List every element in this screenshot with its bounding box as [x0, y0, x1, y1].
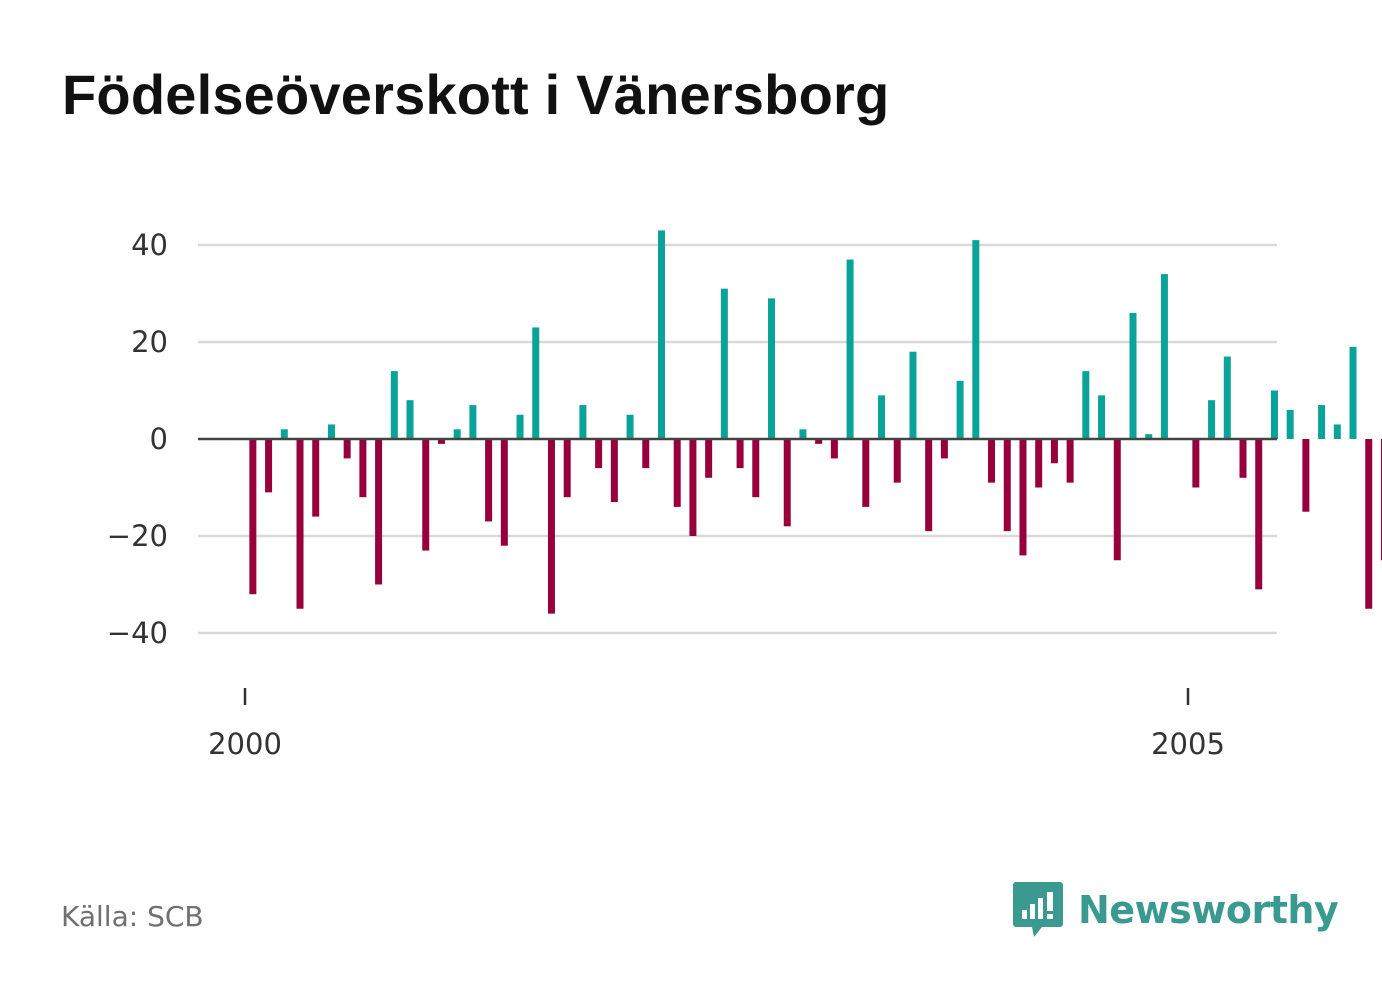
bar — [1333, 424, 1341, 439]
bar — [1208, 400, 1216, 439]
bar — [375, 439, 383, 585]
bar — [390, 371, 398, 439]
bar — [296, 439, 304, 609]
y-tick-label: 0 — [150, 422, 168, 456]
bar — [720, 288, 728, 439]
x-axis: 200020052010201520202025 — [208, 688, 1225, 761]
bar — [532, 327, 540, 439]
bar — [689, 439, 697, 536]
bar — [1318, 405, 1326, 439]
bar — [909, 351, 917, 439]
bar — [547, 439, 555, 614]
bar — [862, 439, 870, 507]
bar — [768, 298, 776, 439]
bar — [1286, 409, 1294, 439]
bar — [1255, 439, 1263, 590]
y-tick-label: −20 — [107, 519, 168, 553]
bar — [642, 439, 650, 469]
bar — [1349, 346, 1357, 439]
bar — [783, 439, 791, 527]
bar — [752, 439, 760, 498]
x-tick-label: 2005 — [1151, 727, 1225, 761]
bar-chart-speech-bubble-icon — [1013, 882, 1063, 937]
bars — [249, 230, 1382, 614]
bar — [265, 439, 273, 493]
bar — [327, 424, 335, 439]
bar — [846, 259, 854, 439]
x-tick-label: 2000 — [208, 727, 282, 761]
bar — [705, 439, 713, 478]
bar — [1066, 439, 1074, 483]
bar — [1129, 312, 1137, 439]
bar — [878, 395, 886, 439]
bar — [312, 439, 320, 517]
bar — [940, 439, 948, 459]
bar — [1160, 274, 1168, 439]
bar — [673, 439, 681, 507]
bar — [736, 439, 744, 469]
bar — [406, 400, 414, 439]
brand-logo: Newsworthy — [1012, 880, 1339, 940]
bar — [1082, 371, 1090, 439]
bar — [1380, 439, 1382, 561]
page-title: Födelseöverskott i Vänersborg — [62, 63, 890, 126]
bar — [1239, 439, 1247, 478]
bar — [1035, 439, 1043, 488]
bar — [830, 439, 838, 459]
bar — [657, 230, 665, 439]
bar — [988, 439, 996, 483]
bar — [563, 439, 571, 498]
bar — [1270, 390, 1278, 439]
bar — [1223, 356, 1231, 439]
bar — [1145, 434, 1153, 439]
bar — [1003, 439, 1011, 532]
bar — [469, 405, 477, 439]
y-tick-label: 20 — [131, 325, 168, 359]
bar — [1019, 439, 1027, 556]
bar — [249, 439, 257, 595]
brand-name: Newsworthy — [1078, 888, 1339, 932]
bar — [595, 439, 603, 469]
bar — [500, 439, 508, 546]
bar — [610, 439, 618, 503]
bar — [485, 439, 493, 522]
y-tick-label: −40 — [107, 616, 168, 650]
bar — [1113, 439, 1121, 561]
bar — [453, 429, 461, 439]
y-tick-label: 40 — [131, 228, 168, 262]
bar — [893, 439, 901, 483]
source-note: Källa: SCB — [61, 900, 204, 933]
bar — [1098, 395, 1106, 439]
y-axis: 40 20 0 −20 −40 — [107, 228, 168, 650]
bar — [359, 439, 367, 498]
bar — [437, 439, 445, 444]
bar — [343, 439, 351, 459]
bar — [815, 439, 823, 444]
bar — [956, 380, 964, 439]
bar — [799, 429, 807, 439]
bar — [925, 439, 933, 532]
bar — [280, 429, 288, 439]
bar — [626, 414, 634, 439]
bar — [1365, 439, 1373, 609]
bar — [516, 414, 524, 439]
bar — [422, 439, 430, 551]
bar — [579, 405, 587, 439]
bar — [1050, 439, 1058, 464]
bar — [1192, 439, 1200, 488]
bar — [972, 240, 980, 439]
bar — [1302, 439, 1310, 512]
